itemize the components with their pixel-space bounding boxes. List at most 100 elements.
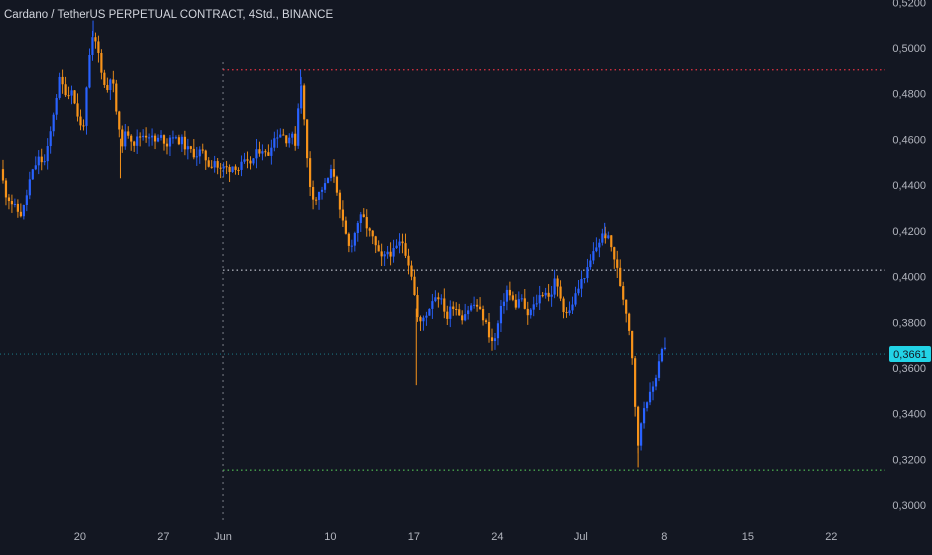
candle-body <box>130 135 133 142</box>
candle-body <box>52 114 55 132</box>
candle-body <box>389 251 392 257</box>
candle-body <box>139 136 142 138</box>
candle-body <box>547 292 550 297</box>
candle-body <box>246 159 249 161</box>
candle-body <box>416 295 419 318</box>
candle-body <box>499 305 503 324</box>
candle-body <box>380 251 383 257</box>
candle-body <box>425 315 428 318</box>
candle-body <box>639 423 643 446</box>
candle-body <box>538 295 541 304</box>
candle-body <box>523 298 526 309</box>
candle-body <box>159 135 163 138</box>
current-price-badge <box>889 346 931 363</box>
candle-body <box>70 90 73 96</box>
candle-body <box>219 167 222 169</box>
candle-body <box>550 294 553 297</box>
candle-body <box>392 248 395 257</box>
candle-body <box>192 148 195 158</box>
candle-body <box>46 146 49 162</box>
candle-body <box>341 209 345 221</box>
candle-body <box>243 159 246 162</box>
candle-body <box>231 166 234 173</box>
candle-body <box>168 137 172 147</box>
candle-body <box>577 288 580 294</box>
candle-body <box>565 312 568 314</box>
price-tick-label: 0,4600 <box>892 134 926 146</box>
candle-body <box>610 235 613 248</box>
candle-body <box>121 129 124 147</box>
candle-body <box>43 161 46 163</box>
candle-body <box>464 314 467 321</box>
candle-body <box>622 286 625 300</box>
candle-body <box>261 151 264 154</box>
candle-body <box>583 278 586 280</box>
candle-body <box>625 299 628 314</box>
candle-body <box>100 52 103 73</box>
candle-body <box>294 133 297 146</box>
candle-body <box>314 199 318 201</box>
candle-body <box>103 72 106 85</box>
candle-body <box>437 297 440 300</box>
candle-body <box>189 146 192 149</box>
candle-body <box>619 267 622 287</box>
candle-body <box>475 304 479 307</box>
candle-body <box>490 337 494 342</box>
candle-body <box>616 259 619 268</box>
candle-body <box>49 131 52 147</box>
candle-body <box>76 103 79 117</box>
candle-body <box>97 41 100 53</box>
candle-body <box>604 233 607 239</box>
price-tick-label: 0,3000 <box>892 500 926 512</box>
candle-body <box>607 235 610 239</box>
candle-body <box>201 149 204 151</box>
candle-body <box>514 299 517 308</box>
candle-body <box>16 203 19 212</box>
candle-body <box>73 90 76 104</box>
candle-body <box>240 161 243 170</box>
candle-body <box>40 156 43 163</box>
price-tick-label: 0,3600 <box>892 363 926 375</box>
candle-body <box>473 304 476 306</box>
candle-body <box>559 286 562 299</box>
candle-body <box>443 298 446 312</box>
candle-body <box>368 228 371 231</box>
candle-body <box>58 76 61 98</box>
time-tick-label: 20 <box>74 531 86 543</box>
candle-body <box>222 166 225 169</box>
candle-body <box>34 165 37 170</box>
candle-body <box>455 309 458 311</box>
candle-body <box>213 161 216 168</box>
candle-body <box>228 167 231 173</box>
candle-body <box>10 201 14 205</box>
candle-body <box>374 236 377 246</box>
candle-body <box>145 135 148 138</box>
price-tick-label: 0,4800 <box>892 89 926 101</box>
candle-body <box>270 147 273 156</box>
candle-body <box>386 251 389 255</box>
candle-body <box>204 150 207 161</box>
candle-body <box>574 293 577 305</box>
price-tick-label: 0,5200 <box>892 0 926 9</box>
candle-body <box>19 211 22 217</box>
candle-body <box>663 347 667 349</box>
candle-body <box>79 116 82 126</box>
time-tick-label: 10 <box>324 531 336 543</box>
candle-body <box>88 54 91 88</box>
candle-body <box>347 233 350 246</box>
candle-body <box>452 306 455 310</box>
candle-body <box>177 137 181 145</box>
candle-body <box>398 241 401 246</box>
candle-body <box>25 195 28 205</box>
candle-body <box>4 180 8 198</box>
candle-body <box>323 183 327 190</box>
candle-body <box>484 320 488 322</box>
candle-body <box>335 176 339 193</box>
candle-body <box>174 137 178 139</box>
time-tick-label: 24 <box>491 531 503 543</box>
candle-body <box>94 37 97 42</box>
candle-body <box>282 134 285 136</box>
candle-body <box>118 111 121 130</box>
